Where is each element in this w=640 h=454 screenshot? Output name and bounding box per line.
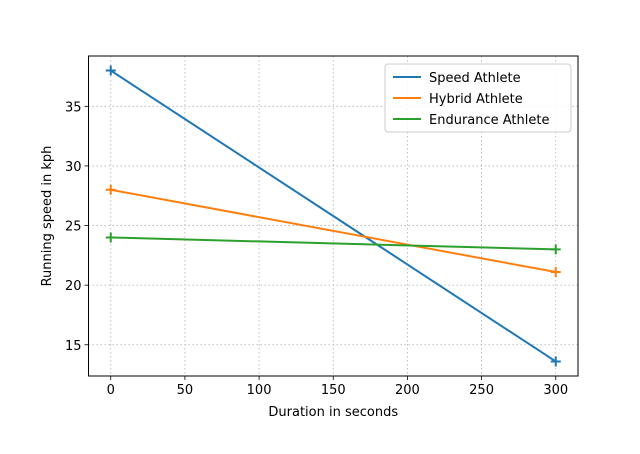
y-tick-label: 35 [65,100,82,115]
x-tick-label: 50 [177,383,194,398]
y-tick-label: 25 [65,220,82,235]
plot-frame [88,55,579,377]
x-tick-label: 0 [107,383,115,398]
y-tick-label: 15 [65,339,82,354]
y-tick-label: 20 [65,279,82,294]
data-point-marker [105,184,116,195]
y-tick-label: 30 [65,160,82,175]
x-tick-label: 150 [321,383,346,398]
legend-label: Endurance Athlete [429,113,549,128]
x-tick-label: 300 [543,383,568,398]
series-line-1 [110,188,556,274]
x-tick-label: 100 [247,383,272,398]
legend-label: Hybrid Athlete [429,92,523,107]
legend-label: Speed Athlete [429,71,521,86]
y-axis-label: Running speed in kph [40,146,55,287]
series-line-0 [110,69,557,363]
data-point-marker [105,232,116,243]
x-tick-label: 250 [469,383,494,398]
data-point-marker [550,244,561,255]
series-line-2 [110,236,556,251]
x-axis-label: Duration in seconds [268,405,398,420]
legend-box [384,63,572,133]
data-point-marker [550,356,561,367]
x-tick-label: 200 [395,383,420,398]
data-point-marker [550,267,561,278]
data-point-marker [105,65,116,76]
